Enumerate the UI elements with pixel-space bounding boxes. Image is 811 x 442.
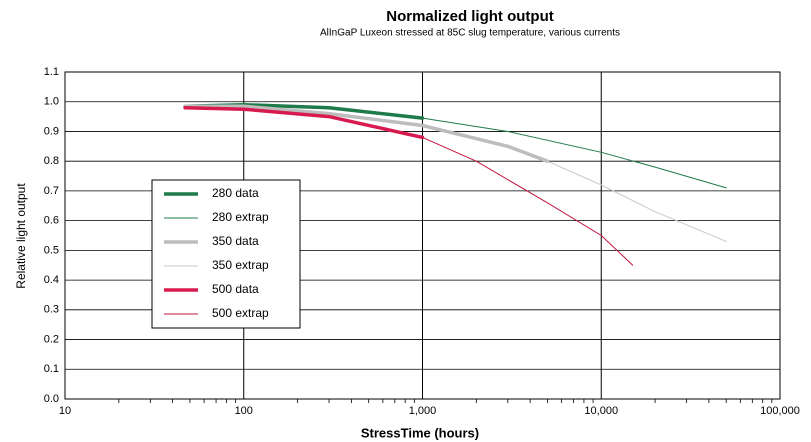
legend-label: 500 data: [212, 282, 259, 296]
line: [546, 160, 727, 242]
x-tick-label: 10,000: [584, 405, 618, 417]
x-tick-label: 100,000: [760, 405, 800, 417]
line: [422, 136, 634, 266]
x-tick-label: 100: [235, 405, 253, 417]
y-axis-label: Relative light output: [14, 183, 28, 289]
legend-label: 500 extrap: [212, 306, 269, 320]
y-tick-label: 0.0: [44, 393, 59, 405]
x-tick-label: 10: [59, 405, 71, 417]
y-tick-label: 0.9: [44, 125, 59, 137]
y-tick-label: 1.0: [44, 96, 59, 108]
x-tick-label: 1,000: [409, 405, 437, 417]
y-tick-label: 0.7: [44, 185, 59, 197]
plot-border: [64, 71, 781, 400]
y-tick-label: 0.5: [44, 244, 59, 256]
legend-label: 280 data: [212, 186, 259, 200]
y-tick-label: 0.1: [44, 363, 59, 375]
x-axis-label: StressTime (hours): [361, 425, 479, 440]
chart-subtitle: AlInGaP Luxeon stressed at 85C slug temp…: [320, 28, 620, 39]
line: [183, 104, 550, 163]
y-tick-label: 0.8: [44, 155, 59, 167]
y-tick-label: 0.3: [44, 304, 59, 316]
chart-title: Normalized light output: [386, 8, 553, 25]
legend-box: [151, 179, 301, 329]
y-tick-label: 1.1: [44, 66, 59, 78]
line: [422, 117, 727, 189]
y-tick-label: 0.4: [44, 274, 59, 286]
line: [183, 105, 425, 140]
legend-label: 280 extrap: [212, 210, 269, 224]
legend-label: 350 data: [212, 234, 259, 248]
y-tick-label: 0.2: [44, 333, 59, 345]
legend-label: 350 extrap: [212, 258, 269, 272]
y-tick-label: 0.6: [44, 215, 59, 227]
